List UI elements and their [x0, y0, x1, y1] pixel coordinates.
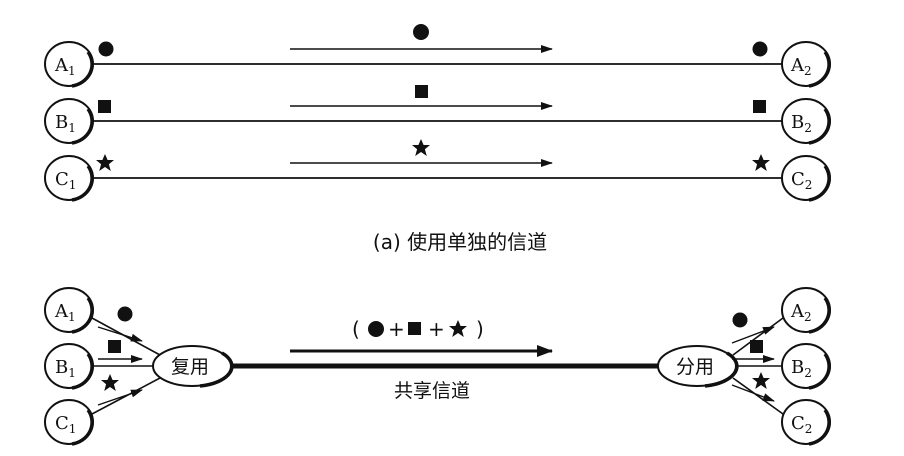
- square-signal-icon: [108, 340, 121, 353]
- node-b2: B2: [781, 98, 831, 145]
- svg-text:C2: C2: [791, 413, 812, 436]
- output-line-a: [732, 317, 784, 356]
- svg-text:B2: B2: [791, 357, 812, 380]
- square-signal-icon: [753, 100, 766, 113]
- channel-a: A1 A2: [44, 24, 831, 88]
- square-signal-icon: [750, 340, 763, 353]
- svg-text:C1: C1: [55, 413, 76, 436]
- input-arrow-c: [97, 389, 143, 406]
- channel-b: B1 B2: [44, 85, 831, 145]
- svg-text:B2: B2: [791, 112, 812, 135]
- circle-signal-icon: [752, 41, 768, 57]
- star-signal-icon: [752, 372, 770, 389]
- star-signal-icon: [101, 374, 119, 391]
- svg-text:A2: A2: [790, 55, 812, 78]
- node-b1: B1: [44, 343, 94, 390]
- circle-signal-icon: [117, 306, 133, 322]
- node-a2: A2: [781, 41, 831, 88]
- shared-channel-label: 共享信道: [394, 380, 470, 402]
- star-signal-icon: [449, 320, 467, 337]
- node-c1: C1: [44, 155, 94, 202]
- node-c1: C1: [44, 399, 94, 446]
- circle-signal-icon: [413, 24, 429, 40]
- node-b2: B2: [781, 343, 831, 390]
- part-b-shared-channel: A1 B1 C1 ( + + ) 共享信道: [44, 287, 831, 446]
- svg-text:A1: A1: [54, 55, 76, 78]
- node-a2: A2: [781, 287, 831, 334]
- square-signal-icon: [408, 322, 421, 335]
- svg-text:): ): [476, 317, 484, 341]
- star-signal-icon: [412, 139, 430, 156]
- square-signal-icon: [98, 100, 111, 113]
- svg-text:+: +: [428, 317, 445, 341]
- output-line-c: [732, 377, 784, 415]
- node-a1: A1: [44, 41, 94, 88]
- channel-c: C1 C2: [44, 139, 831, 202]
- svg-text:A2: A2: [790, 301, 812, 324]
- circle-signal-icon: [368, 321, 384, 337]
- star-signal-icon: [752, 154, 770, 171]
- combined-signal-label: ( + + ): [352, 317, 484, 341]
- output-arrow-a: [731, 326, 775, 344]
- part-a-separate-channels: A1 A2 B1 B2: [44, 24, 831, 254]
- svg-text:C2: C2: [791, 169, 812, 192]
- svg-text:A1: A1: [54, 301, 76, 324]
- output-arrow-c: [731, 384, 775, 402]
- caption-part-a: (a) 使用单独的信道: [373, 230, 547, 254]
- circle-signal-icon: [98, 41, 114, 57]
- square-signal-icon: [415, 85, 428, 98]
- node-c2: C2: [781, 399, 831, 446]
- svg-text:分用: 分用: [676, 356, 714, 378]
- multiplexer: 复用: [152, 345, 234, 388]
- input-arrow-a: [97, 326, 143, 342]
- demultiplexer: 分用: [657, 345, 739, 388]
- node-a1: A1: [44, 287, 94, 334]
- star-signal-icon: [96, 154, 114, 171]
- svg-text:B1: B1: [55, 112, 76, 135]
- node-b1: B1: [44, 98, 94, 145]
- svg-text:复用: 复用: [171, 356, 209, 378]
- node-c2: C2: [781, 155, 831, 202]
- svg-text:(: (: [352, 317, 360, 341]
- circle-signal-icon: [732, 312, 748, 328]
- svg-text:C1: C1: [55, 169, 76, 192]
- svg-text:B1: B1: [55, 357, 76, 380]
- svg-text:+: +: [388, 317, 405, 341]
